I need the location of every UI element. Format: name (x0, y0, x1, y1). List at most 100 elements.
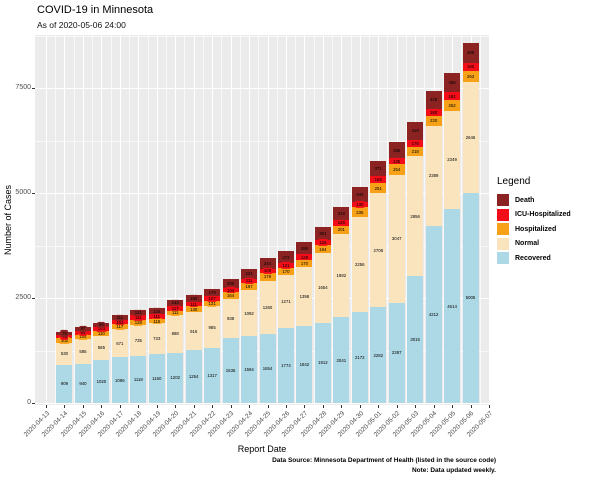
bar-value-label: 1086 (113, 377, 127, 384)
gridline-x-major (212, 35, 214, 405)
gridline-x-major (82, 35, 84, 405)
bar-value-label: 110 (96, 330, 107, 337)
bar-value-label: 1202 (168, 374, 182, 381)
chart-title: COVID-19 in Minnesota (37, 4, 154, 16)
gridline-x-minor (295, 35, 296, 405)
bar-value-label: 118 (151, 317, 162, 325)
legend-swatch (497, 223, 509, 236)
plot-panel: 909 530 102 75 79 940 585 104 93 87 1020 585 110 103 9… (35, 35, 490, 405)
x-tick-mark (489, 405, 490, 408)
gridline-x-major (322, 35, 324, 405)
footer-note: Data Source: Minnesota Department of Hea… (272, 456, 496, 476)
gridline-x-minor (369, 35, 370, 405)
gridline-x-major (267, 35, 269, 405)
x-tick-mark (46, 405, 47, 408)
x-tick-mark (267, 405, 269, 408)
bar-value-label: 130 (188, 306, 199, 313)
bar-value-label: 1260 (261, 303, 274, 311)
gridline-x-minor (184, 35, 185, 405)
bar-value-label: 2041 (335, 357, 348, 364)
bar-value-label: 94 (97, 321, 106, 328)
bar-value-label: 251 (373, 185, 384, 192)
x-tick-mark (396, 405, 398, 408)
bar-value-label: 121 (133, 309, 144, 316)
bar-value-label: 170 (299, 260, 310, 267)
y-tick-label: 0 (27, 399, 31, 406)
bar-value-label: 180 (465, 63, 476, 70)
legend-swatch (497, 237, 509, 250)
bar-value-label: 395 (391, 147, 402, 154)
bar-value-label: 4212 (427, 311, 440, 318)
bar-value-label: 128 (336, 219, 347, 226)
bar-value-label: 164 (225, 292, 236, 299)
gridline-x-major (304, 35, 306, 405)
bar-value-label: 180 (428, 109, 439, 116)
y-tick-mark (32, 88, 35, 89)
legend-items: Death ICU-Hospitalized Hospitalized Normal R… (497, 193, 597, 266)
x-tick-mark (433, 405, 435, 408)
bar-value-label: 111 (170, 309, 180, 316)
gridline-x-minor (424, 35, 425, 405)
bar-value-label: 263 (465, 73, 476, 80)
y-tick-label: 5000 (15, 189, 31, 196)
bar-value-label: 3047 (390, 235, 403, 242)
x-tick-mark (415, 405, 417, 408)
x-tick-mark (378, 405, 380, 408)
x-tick-mark (119, 405, 121, 408)
bar-value-label: 1842 (298, 361, 311, 368)
bar-value-label: 585 (96, 344, 107, 351)
gridline-x-minor (165, 35, 167, 405)
x-tick-mark (359, 405, 361, 408)
gridline-x-major (285, 35, 287, 405)
bar-value-label: 1594 (242, 366, 256, 373)
gridline-x-minor (202, 35, 204, 405)
legend-item-hospitalized: Hospitalized (497, 222, 597, 237)
bar-value-label: 170 (280, 268, 292, 275)
x-tick-mark (138, 405, 140, 408)
bar-value-label: 121 (280, 262, 292, 269)
bar-value-label: 75 (60, 333, 69, 340)
bar-value-label: 272 (280, 254, 292, 261)
bar-value-label: 143 (170, 299, 181, 306)
gridline-y-major (35, 403, 490, 404)
gridline-x-major (64, 35, 66, 405)
gridline-y-minor (35, 35, 490, 36)
bar-value-label: 4614 (445, 303, 459, 310)
legend-label: Death (515, 196, 535, 204)
bar-value-label: 218 (410, 148, 421, 155)
bar-value-label: 419 (410, 127, 421, 135)
gridline-x-major (230, 35, 232, 405)
x-tick-mark (82, 405, 84, 408)
bar-value-label: 102 (59, 337, 70, 344)
bar-value-label: 733 (151, 335, 162, 342)
bar-value-label: 319 (336, 210, 347, 217)
bar-value-label: 111 (188, 300, 199, 308)
bar-value-label: 2172 (353, 354, 367, 361)
gridline-y-minor (35, 140, 490, 141)
bar-value-label: 1398 (298, 293, 311, 300)
bar-value-label: 1912 (316, 359, 330, 366)
bar-value-label: 158 (373, 176, 384, 183)
y-tick-mark (32, 403, 35, 404)
bar-value-label: 985 (207, 323, 218, 331)
gridline-x-minor (461, 35, 462, 405)
x-tick-mark (101, 405, 103, 408)
bar-value-label: 201 (336, 226, 347, 233)
x-tick-mark (212, 405, 214, 408)
x-tick-mark (285, 405, 287, 408)
bar-value-label: 1092 (242, 310, 256, 317)
x-tick-mark (175, 405, 177, 408)
bar-value-label: 252 (446, 102, 458, 109)
bar-value-label: 111 (133, 314, 144, 321)
gridline-x-minor (479, 35, 481, 405)
bar-value-label: 530 (59, 350, 70, 357)
legend-swatch (497, 194, 509, 207)
bar-value-label: 254 (391, 166, 402, 173)
bar-value-label: 1118 (132, 376, 145, 383)
gridline-x-minor (442, 35, 444, 405)
bar-value-label: 103 (96, 325, 107, 332)
bar-value-label: 128 (299, 254, 310, 261)
gridline-x-major (249, 35, 251, 405)
legend-item-death: Death (497, 193, 597, 208)
bar-value-label: 194 (317, 246, 328, 253)
